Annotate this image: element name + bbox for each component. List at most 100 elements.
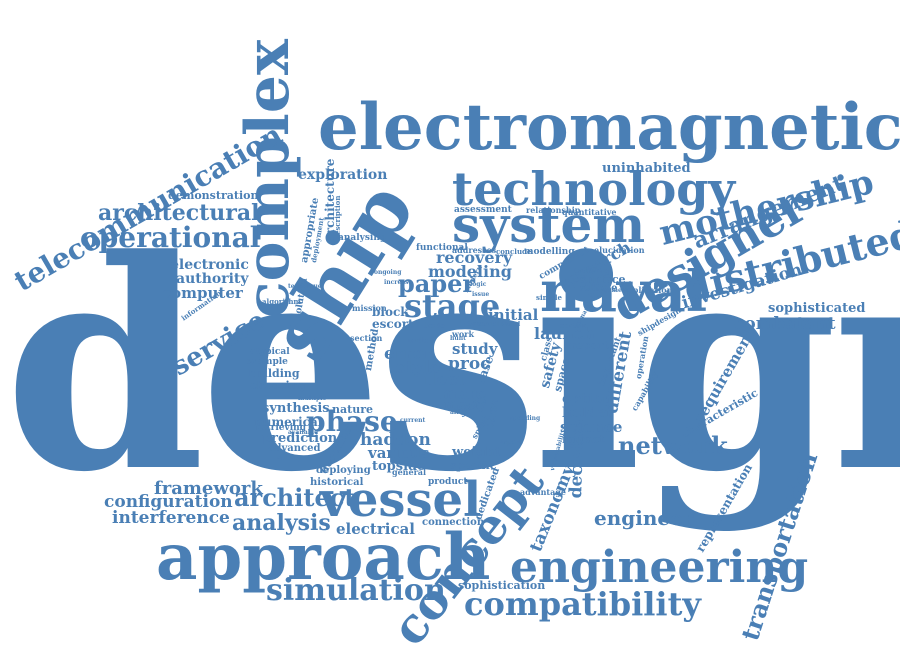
- word-work: work: [452, 329, 474, 339]
- word-ongoing: ongoing: [374, 269, 402, 276]
- word-deploying: deploying: [316, 465, 371, 476]
- word-elucidation: elucidation: [594, 245, 645, 255]
- word-electrical: electrical: [336, 520, 415, 538]
- word-stage: stage: [404, 287, 501, 325]
- word-trade: trade: [424, 321, 445, 330]
- word-aspect: aspect: [500, 439, 522, 446]
- word-technology: technology: [452, 162, 736, 216]
- word-assessment: assessment: [454, 205, 512, 215]
- word-available: available: [288, 429, 318, 436]
- word-mission: mission: [352, 303, 387, 313]
- word-validity: validity: [276, 455, 301, 462]
- word-engineer: engineer: [594, 506, 694, 530]
- word-conclude: conclude: [496, 247, 532, 256]
- word-authority: authority: [176, 271, 249, 287]
- word-operational: operational: [80, 221, 261, 254]
- word-connection: connection: [422, 517, 485, 528]
- word-style: style: [396, 358, 441, 378]
- word-architect: architect: [234, 483, 356, 512]
- word-naval: naval: [540, 259, 708, 325]
- word-application: application: [622, 285, 673, 295]
- word-report: report: [570, 339, 609, 352]
- word-engineering: engineering: [510, 542, 809, 593]
- word-current: current: [400, 417, 426, 424]
- word-escort: escort: [372, 317, 414, 331]
- word-multiple: multiple: [298, 395, 327, 402]
- word-various: various: [368, 444, 430, 462]
- word-phase: phase: [306, 405, 398, 438]
- word-quantitative: quantitative: [562, 207, 617, 217]
- word-modeling: modeling: [428, 262, 512, 281]
- word-science: science: [560, 418, 623, 436]
- word-approach: approach: [156, 520, 491, 595]
- word-synthesis: synthesis: [262, 401, 330, 416]
- word-increase: increase: [384, 279, 413, 286]
- word-relationship: relationship: [526, 205, 581, 215]
- word-analysis: analysis: [232, 510, 331, 536]
- word-system: system: [452, 195, 646, 254]
- word-topside: topside: [372, 459, 426, 474]
- word-fleet: fleet: [424, 370, 466, 390]
- word-architectural: architectural: [98, 200, 260, 226]
- word-weight: weight: [452, 445, 501, 460]
- word-argument: argument: [596, 287, 629, 294]
- word-many: many: [444, 397, 487, 413]
- word-haddon: haddon: [360, 430, 431, 450]
- word-computer: computer: [162, 284, 243, 302]
- word-compatibility: compatibility: [464, 585, 701, 623]
- word-addresses: addresses: [452, 245, 497, 255]
- word-study: study: [452, 340, 498, 358]
- word-building: building: [248, 367, 300, 380]
- word-option: option: [562, 391, 613, 407]
- word-retrieving: retrieving: [256, 423, 306, 433]
- word-proc: proc: [448, 354, 491, 374]
- word-issue: issue: [472, 291, 490, 298]
- word-demonstration: demonstration: [168, 189, 259, 202]
- word-hunt: hunt: [450, 335, 466, 342]
- word-electronic: electronic: [170, 257, 249, 273]
- word-impact: impact: [562, 433, 605, 446]
- word-analysing: analysing: [338, 233, 387, 243]
- word-exploration: exploration: [298, 167, 388, 183]
- word-recovery: recovery: [436, 248, 513, 267]
- word-initial: initial: [488, 306, 539, 324]
- word-more: more: [440, 384, 487, 403]
- word-sophistication: sophistication: [458, 579, 546, 592]
- word-framework: framework: [154, 478, 263, 499]
- word-type: type: [468, 319, 485, 328]
- word-surface: surface: [580, 273, 626, 286]
- word-atypical: atypical: [250, 347, 290, 357]
- word-holder: holder: [562, 405, 613, 421]
- word-sophisticated: sophisticated: [768, 301, 866, 316]
- word-combatant: combatant: [734, 314, 836, 334]
- word-block: block: [372, 305, 409, 319]
- word-functional: functional: [416, 243, 468, 253]
- word-affect: affect: [450, 409, 470, 416]
- word-interference: interference: [112, 508, 230, 528]
- word-nature: nature: [332, 403, 373, 416]
- word-certain: certain: [560, 321, 588, 330]
- word-advantage: advantage: [520, 487, 566, 497]
- word-architecture: architecture: [323, 158, 337, 242]
- word-product: product: [428, 477, 468, 487]
- word-advanced: advanced: [268, 443, 321, 454]
- word-technique: technique: [288, 283, 322, 290]
- word-paper: paper: [398, 269, 476, 298]
- word-simple: simple: [536, 293, 563, 302]
- word-vessel: vessel: [320, 472, 482, 528]
- word-network: network: [618, 431, 728, 460]
- word-configuration: configuration: [104, 492, 233, 512]
- word-prediction: prediction: [262, 431, 338, 446]
- word-electromagnetic: electromagnetic: [318, 90, 900, 165]
- word-launch: launch: [534, 324, 596, 343]
- word-model-based: model based: [478, 321, 521, 328]
- word-error: error: [384, 344, 434, 364]
- word-algorithm: algorithm: [262, 297, 301, 306]
- word-historical: historical: [310, 477, 364, 488]
- word-speeding: speeding: [510, 415, 541, 422]
- word-section: section: [350, 333, 383, 343]
- word-vehicle: vehicle: [578, 283, 618, 294]
- word-specific: specific: [450, 459, 497, 472]
- word-example: example: [246, 357, 288, 367]
